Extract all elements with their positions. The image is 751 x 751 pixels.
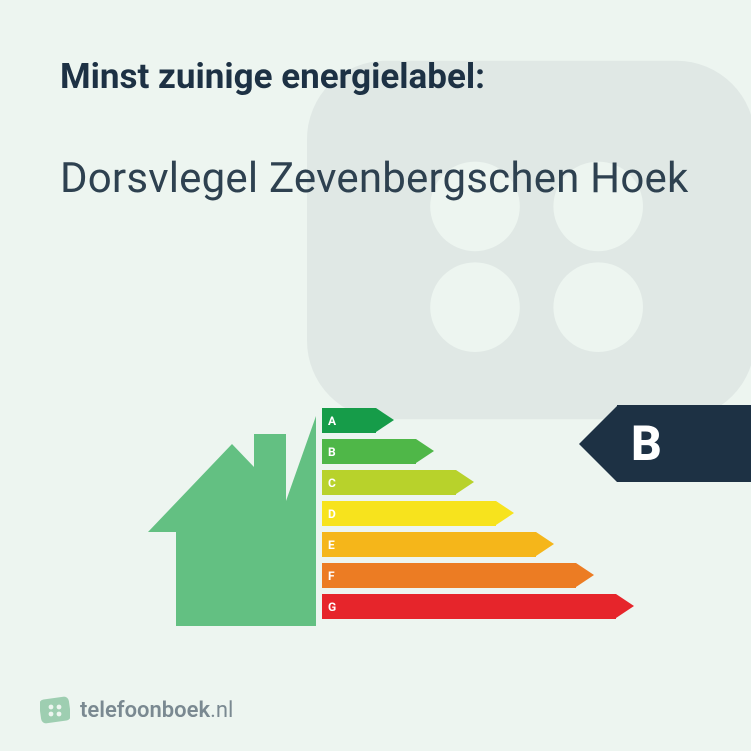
energy-bar-d: D <box>322 501 682 526</box>
energy-bar-letter: D <box>328 507 336 521</box>
card-subtitle: Dorsvlegel Zevenbergschen Hoek <box>60 154 691 204</box>
energy-bar-e: E <box>322 532 682 557</box>
footer-tld: .nl <box>210 698 233 723</box>
energy-card: Minst zuinige energielabel: Dorsvlegel Z… <box>0 0 751 751</box>
energy-bar-letter: C <box>328 476 336 490</box>
energy-bar-body <box>322 563 576 588</box>
energy-bar-body <box>322 532 536 557</box>
energy-bar-g: G <box>322 594 682 619</box>
energy-bar-body <box>322 501 496 526</box>
energy-bar-letter: B <box>328 445 336 459</box>
chevron-right-icon <box>416 439 434 463</box>
energy-bar-letter: A <box>328 414 337 428</box>
chevron-right-icon <box>616 594 634 618</box>
selected-label-letter: B <box>631 420 662 468</box>
house-icon <box>148 416 316 626</box>
chevron-right-icon <box>376 408 394 432</box>
footer-brand-text: telefoonboek.nl <box>80 698 233 723</box>
chevron-right-icon <box>496 501 514 525</box>
footer-brand: telefoonboek <box>80 698 210 723</box>
energy-bar-body <box>322 594 616 619</box>
chevron-left-icon <box>579 406 617 482</box>
brand-logo-icon <box>40 695 70 725</box>
chevron-right-icon <box>576 563 594 587</box>
energy-bar-body <box>322 470 456 495</box>
chevron-right-icon <box>456 470 474 494</box>
energy-bar-letter: E <box>328 538 335 552</box>
selected-label-body: B <box>617 405 751 482</box>
chevron-right-icon <box>536 532 554 556</box>
energy-bar-letter: G <box>328 600 337 614</box>
energy-bar-f: F <box>322 563 682 588</box>
card-title: Minst zuinige energielabel: <box>60 56 691 98</box>
selected-label-banner: B <box>579 405 751 482</box>
footer: telefoonboek.nl <box>40 695 233 725</box>
energy-bar-letter: F <box>328 569 335 583</box>
